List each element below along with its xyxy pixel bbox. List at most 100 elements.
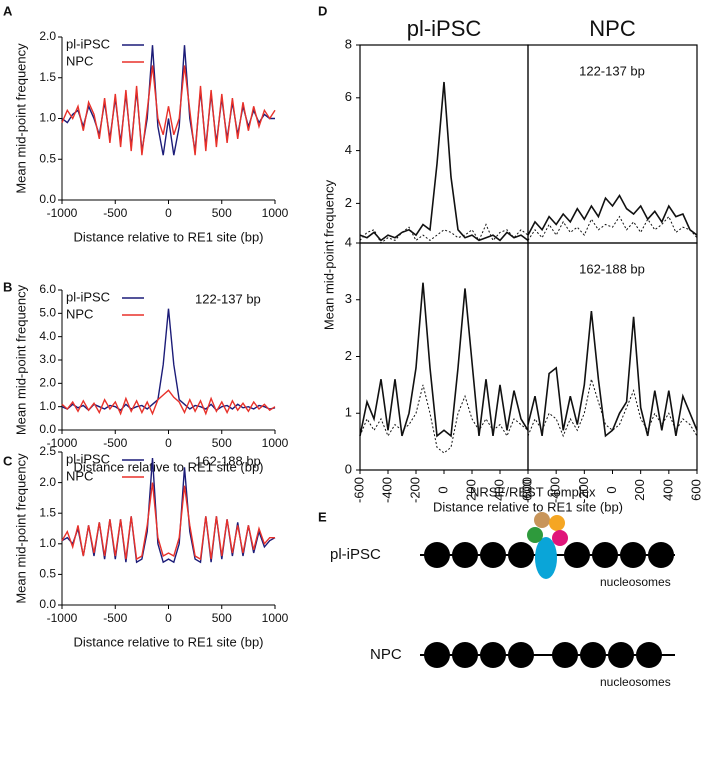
data-line: [527, 311, 698, 438]
nucleosome: [580, 642, 606, 668]
x-tick-label: 600: [688, 479, 703, 501]
x-axis-label: Distance relative to RE1 site (bp): [73, 459, 263, 474]
y-axis-label: Mean mid-point frequency: [13, 43, 28, 194]
nucleosome: [480, 642, 506, 668]
nucleosome: [480, 542, 506, 568]
data-line: [527, 193, 698, 236]
y-tick-label: 0.0: [39, 422, 56, 436]
nucleosomes: [424, 542, 674, 568]
legend-label: pl-iPSC: [66, 36, 110, 51]
nucleosome: [608, 642, 634, 668]
x-tick-label: 1000: [262, 206, 289, 220]
x-tick-label: 0: [165, 206, 172, 220]
x-tick-label: -400: [548, 477, 563, 503]
x-tick-label: -600: [351, 477, 366, 503]
x-axis-label: Distance relative to RE1 site (bp): [73, 229, 263, 244]
y-tick-label: 2.0: [39, 376, 56, 390]
row-label: pl-iPSC: [330, 546, 381, 563]
y-tick-label: 6: [345, 89, 352, 104]
y-tick-label: 2.0: [39, 475, 56, 489]
x-tick-label: 0: [165, 436, 172, 450]
data-line: [61, 308, 276, 412]
nucleosome: [636, 642, 662, 668]
x-tick-label: 500: [212, 436, 232, 450]
x-tick-label: 200: [463, 479, 478, 501]
x-tick-label: 200: [632, 479, 647, 501]
nucleosome: [564, 542, 590, 568]
y-axis-label: Mean mid-point frequency: [13, 284, 28, 435]
data-line: [527, 215, 698, 241]
data-line: [359, 81, 529, 242]
y-tick-label: 5.0: [39, 306, 56, 320]
y-tick-label: 4: [345, 142, 352, 157]
nucleosome: [592, 542, 618, 568]
complex-subunit: [534, 512, 550, 528]
panel-letter: D: [318, 3, 327, 18]
x-tick-label: -500: [103, 206, 127, 220]
x-tick-label: -200: [576, 477, 591, 503]
nucleosome: [508, 642, 534, 668]
panel-letter: C: [3, 453, 13, 468]
y-tick-label: 4.0: [39, 329, 56, 343]
complex-subunit: [549, 515, 565, 531]
x-tick-label: 1000: [262, 436, 289, 450]
y-tick-label: 1.0: [39, 111, 56, 125]
y-tick-label: 8: [345, 36, 352, 51]
nucleosome: [452, 642, 478, 668]
panel-letter: E: [318, 509, 327, 524]
plot-frame: [527, 242, 698, 471]
y-tick-label: 1.0: [39, 399, 56, 413]
annotation: 162-188 bp: [579, 261, 645, 276]
panel-letter: A: [3, 3, 13, 18]
y-tick-label: 1.5: [39, 505, 56, 519]
y-tick-label: 3.0: [39, 352, 56, 366]
x-tick-label: 0: [165, 611, 172, 625]
x-axis-label: Distance relative to RE1 site (bp): [433, 499, 623, 514]
nucleosome: [648, 542, 674, 568]
legend-label: NPC: [66, 53, 93, 68]
nucleosome: [552, 642, 578, 668]
nucleosome: [508, 542, 534, 568]
data-line: [527, 379, 698, 438]
data-line: [359, 384, 529, 454]
complex-subunit: [527, 527, 543, 543]
legend-label: pl-iPSC: [66, 289, 110, 304]
data-line: [359, 223, 529, 244]
x-tick-label: -1000: [47, 436, 78, 450]
x-tick-label: 0: [435, 486, 450, 493]
x-tick-label: -1000: [47, 611, 78, 625]
complex-subunit: [552, 530, 568, 546]
x-tick-label: 600: [519, 479, 534, 501]
data-line: [61, 65, 276, 156]
note: nucleosomes: [600, 675, 671, 689]
y-tick-label: 2: [345, 195, 352, 210]
data-line: [61, 482, 275, 561]
y-tick-label: 0.0: [39, 192, 56, 206]
legend-label: NPC: [66, 468, 93, 483]
legend-label: pl-iPSC: [66, 451, 110, 466]
x-axis-label: Distance relative to RE1 site (bp): [73, 634, 263, 649]
y-tick-label: 2.0: [39, 29, 56, 43]
y-tick-label: 4: [345, 234, 352, 249]
y-tick-label: 1: [345, 405, 352, 420]
y-tick-label: 1.0: [39, 536, 56, 550]
data-line: [359, 282, 529, 438]
data-line: [61, 389, 276, 416]
y-tick-label: 3: [345, 291, 352, 306]
nucleosome: [424, 542, 450, 568]
y-tick-label: 2: [345, 348, 352, 363]
x-tick-label: -600: [519, 477, 534, 503]
note: nucleosomes: [600, 575, 671, 589]
column-title: NPC: [589, 16, 636, 41]
y-tick-label: 0: [345, 461, 352, 476]
y-tick-label: 0.5: [39, 567, 56, 581]
x-tick-label: 400: [660, 479, 675, 501]
x-tick-label: 0: [604, 486, 619, 493]
x-tick-label: -1000: [47, 206, 78, 220]
y-tick-label: 0.5: [39, 151, 56, 165]
nucleosome: [620, 542, 646, 568]
x-tick-label: -200: [407, 477, 422, 503]
y-tick-label: 6.0: [39, 282, 56, 296]
column-title: pl-iPSC: [407, 16, 482, 41]
